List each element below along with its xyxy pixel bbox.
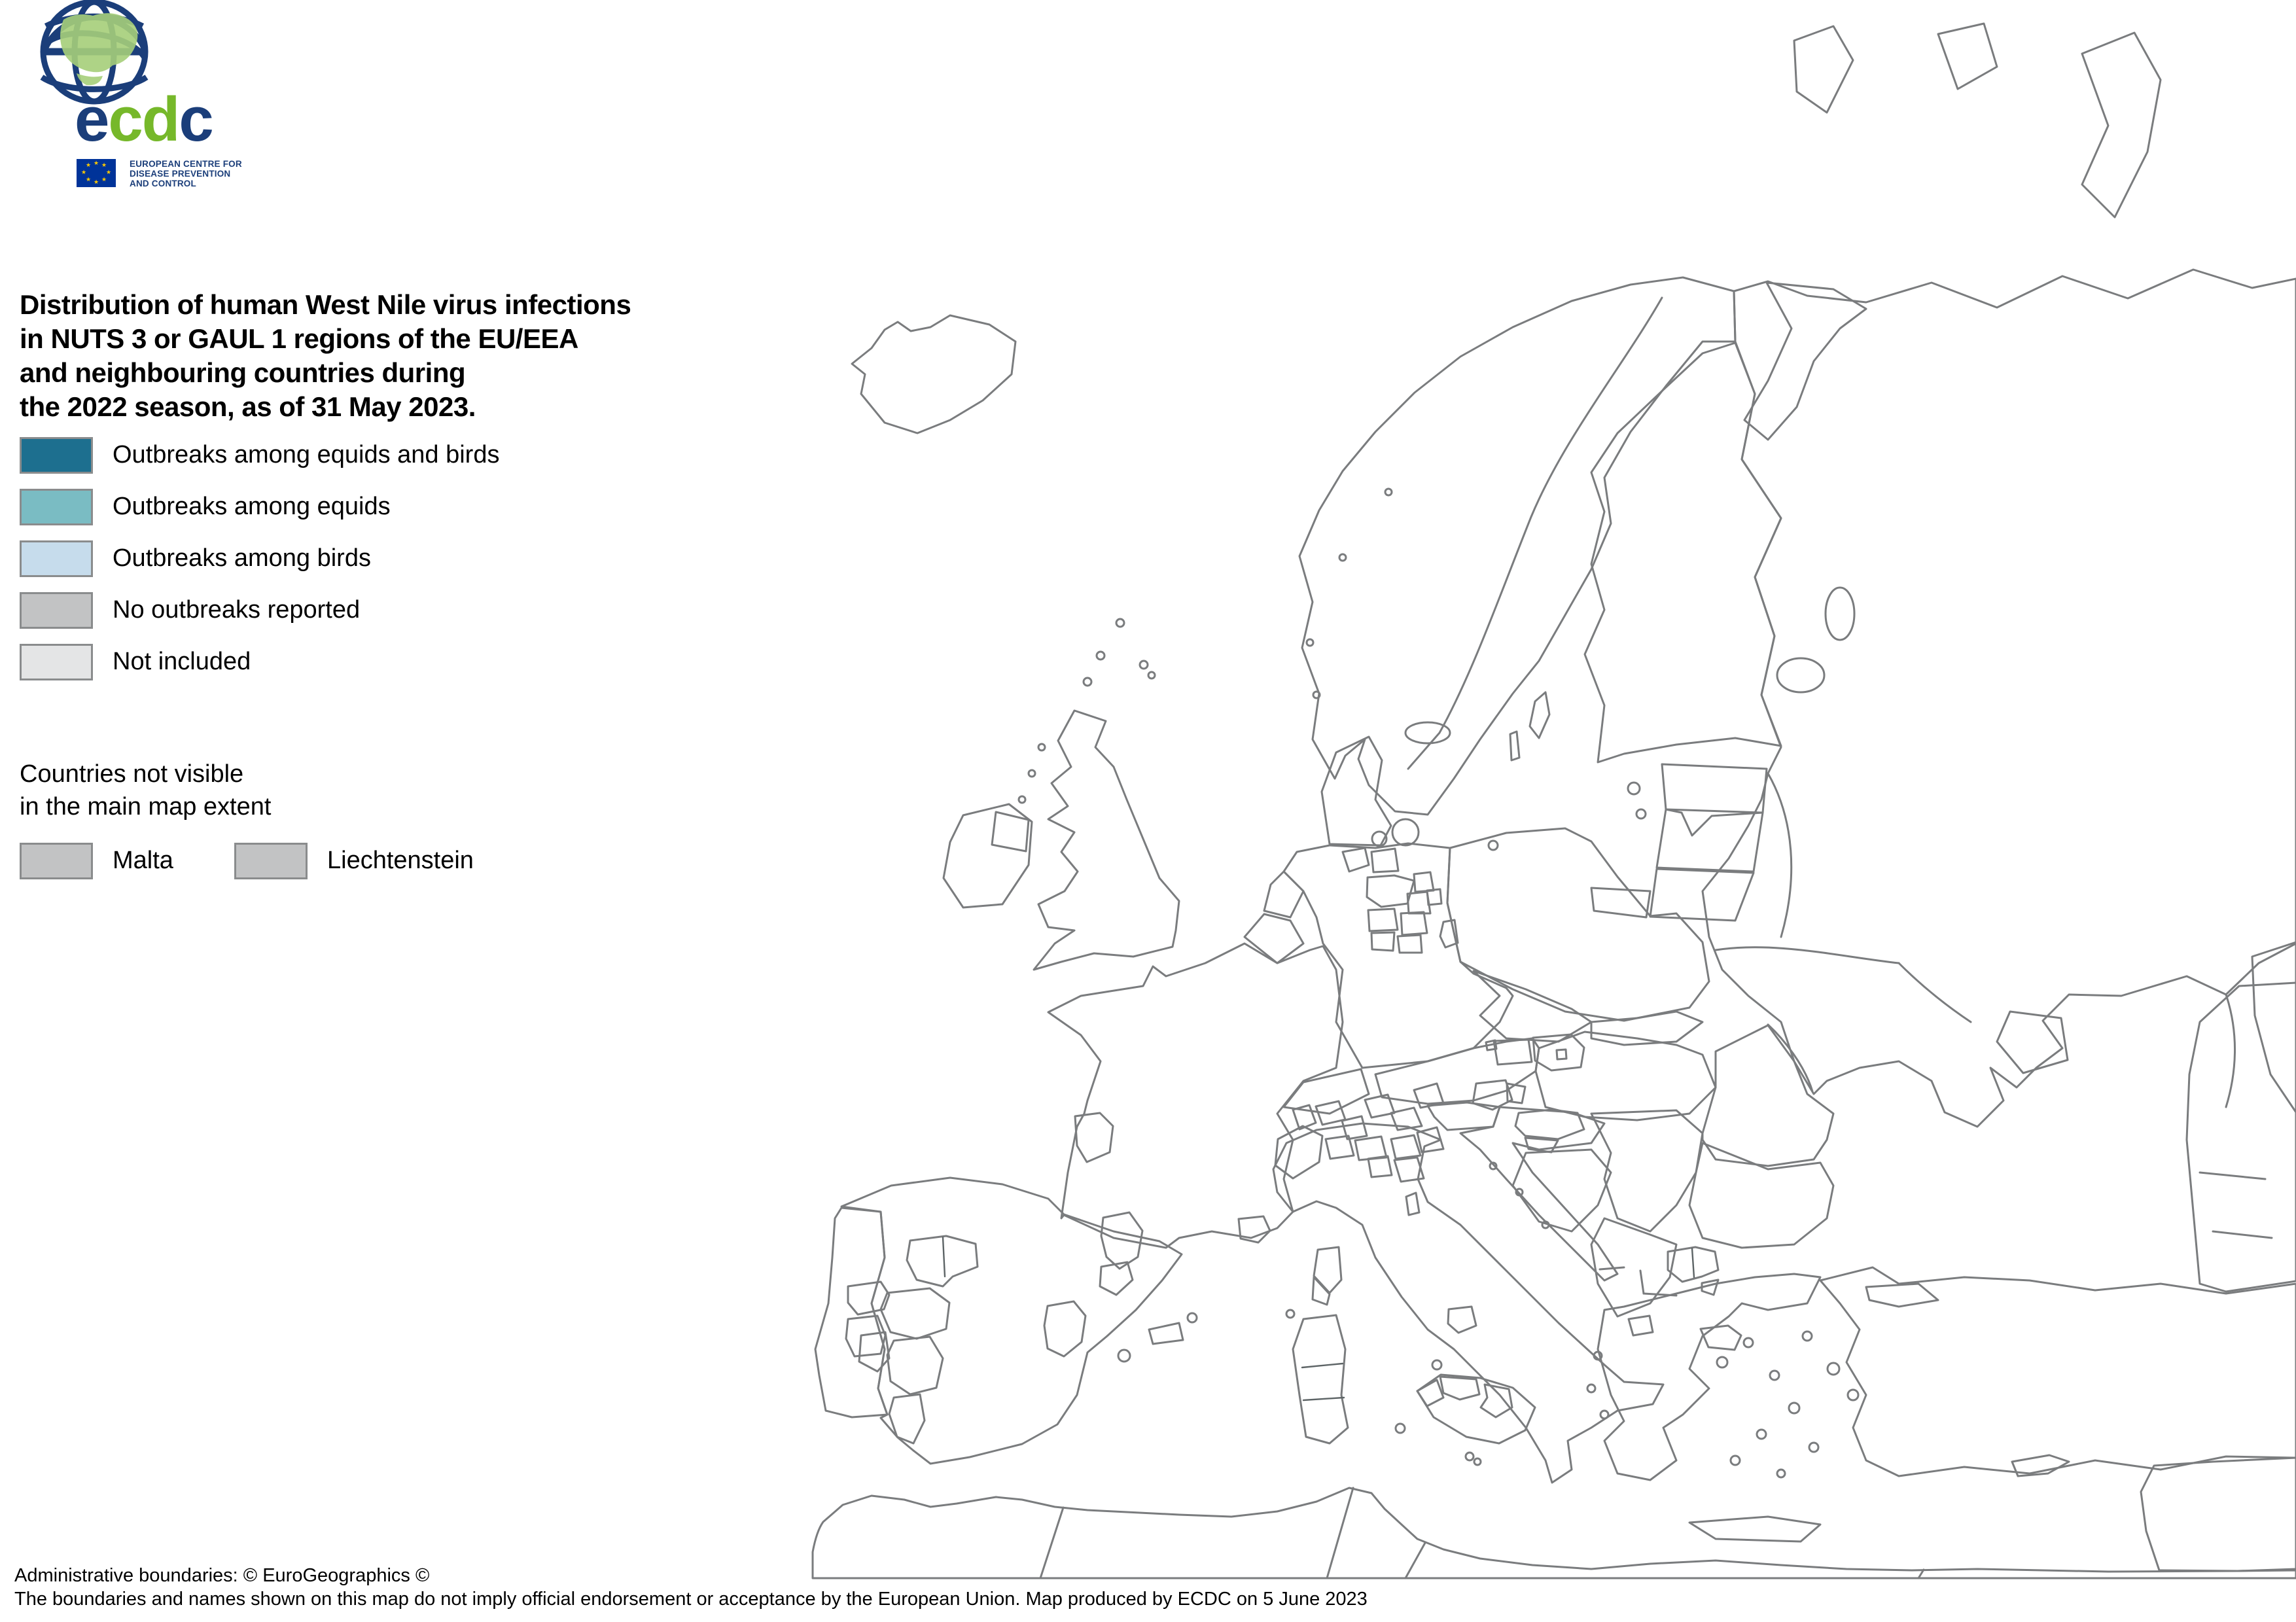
region-ireland <box>942 803 1033 909</box>
region-novaya-zemlya <box>2081 31 2162 219</box>
inset-label-malta: Malta <box>113 847 173 874</box>
marmara-sea <box>1865 1282 1939 1308</box>
inset-swatch-liechtenstein <box>234 843 308 879</box>
legend-label: Not included <box>113 648 251 675</box>
map-island <box>1312 690 1321 699</box>
legend-label: Outbreaks among equids and birds <box>113 441 500 468</box>
region-corsica-equids <box>1313 1246 1343 1294</box>
legend-swatch-equids-birds <box>20 437 93 474</box>
region-italy <box>1272 1122 1665 1484</box>
region-austria <box>1374 1037 1540 1105</box>
region-kaliningrad <box>1590 887 1651 919</box>
region-switzerland <box>1282 1068 1370 1115</box>
region-bosnia <box>1511 1148 1612 1233</box>
legend-swatch-not-included <box>20 644 93 680</box>
outbreak-regions <box>845 847 1742 1445</box>
region-portugal <box>814 1207 889 1419</box>
white-sea-and-lakes <box>1743 281 1867 694</box>
region-finland <box>1583 342 1782 764</box>
legend-swatch-no-outbreaks <box>20 592 93 629</box>
region-denmark <box>1320 735 1499 851</box>
caspian-sea <box>2251 941 2296 1114</box>
region-baltics <box>1627 763 1768 922</box>
region-uk <box>1017 618 1180 971</box>
region-bulgaria <box>1688 1142 1835 1249</box>
azov-sea <box>1996 1010 2069 1074</box>
map-island <box>1338 553 1347 562</box>
map-island <box>1937 22 1998 90</box>
map-island <box>1509 730 1521 762</box>
region-spain <box>840 1176 1198 1465</box>
legend-swatch-birds <box>20 540 93 577</box>
region-north-africa <box>811 1487 2296 1579</box>
ecdc-wordmark: ecdc <box>75 84 214 154</box>
map-island <box>1305 638 1315 647</box>
ecdc-org-name: EUROPEAN CENTRE FOR DISEASE PREVENTION A… <box>130 159 242 188</box>
inset-swatch-malta <box>20 843 93 879</box>
region-corsica-south <box>1311 1276 1331 1306</box>
region-svalbard <box>1793 25 1854 114</box>
map-island <box>1384 487 1393 497</box>
inset-heading: Countries not visible in the main map ex… <box>20 760 272 820</box>
footer-disclaimer: The boundaries and names shown on this m… <box>14 1589 1368 1610</box>
region-sardinia-birds <box>1285 1309 1349 1445</box>
region-romania <box>1701 1024 1835 1167</box>
region-slovakia <box>1590 1010 1704 1046</box>
region-slovenia <box>1426 1101 1501 1131</box>
inset-label-liechtenstein: Liechtenstein <box>327 847 474 874</box>
region-levant <box>2140 1456 2296 1572</box>
map-island <box>1139 660 1149 670</box>
legend-swatch-equids <box>20 489 93 525</box>
region-hungary <box>1534 1031 1717 1121</box>
map-title: Distribution of human West Nile virus in… <box>20 289 631 422</box>
ecdc-globe-icon <box>40 0 149 105</box>
region-poland <box>1446 827 1710 1022</box>
region-turkey <box>1819 1266 2296 1477</box>
footer-boundaries-credit: Administrative boundaries: © EuroGeograp… <box>14 1565 430 1586</box>
region-france <box>1047 942 1344 1249</box>
legend-label: Outbreaks among birds <box>113 544 371 572</box>
region-belgium <box>1243 913 1305 964</box>
region-netherlands <box>1263 870 1305 919</box>
map-island <box>1528 691 1551 739</box>
legend-label: Outbreaks among equids <box>113 493 391 520</box>
ecdc-logo: ecdc ★ ★ ★ ★ ★ ★ ★ ★ EUROPEAN CENTRE FOR DIS… <box>14 0 289 196</box>
legend-label: No outbreaks reported <box>113 596 361 624</box>
eu-flag-icon: ★ ★ ★ ★ ★ ★ ★ ★ <box>77 159 116 187</box>
region-iceland <box>851 314 1017 434</box>
map-island <box>1489 1161 1498 1171</box>
region-caucasus <box>2185 981 2296 1293</box>
map-island <box>1147 671 1156 680</box>
region-russia-east <box>1701 268 2296 1128</box>
region-northern-ireland <box>991 811 1030 853</box>
region-west-balkans <box>1590 1109 1704 1318</box>
region-scandinavia <box>1298 276 1737 816</box>
region-croatia <box>1459 1106 1619 1282</box>
